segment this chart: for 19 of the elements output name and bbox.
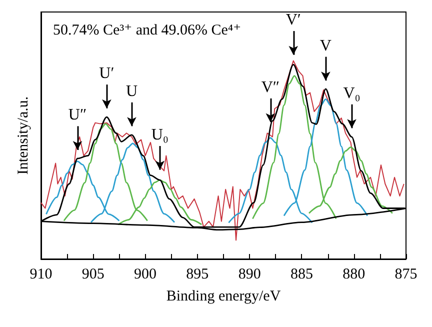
annotation: U₀ [151, 126, 168, 144]
x-tick-label: 880 [342, 266, 366, 282]
annotation: U [126, 82, 138, 100]
x-tick-label: 910 [30, 266, 52, 282]
x-tick-label: 895 [186, 266, 209, 282]
x-tick-label: 900 [134, 266, 157, 282]
x-axis-title: Binding energy/eV [166, 288, 281, 304]
annotation: U″ [68, 106, 87, 124]
y-axis-title: Intensity/a.u. [16, 96, 32, 175]
annotation: V″ [261, 78, 280, 96]
annotation: V [320, 37, 332, 54]
x-tick-label: 890 [238, 266, 261, 282]
x-tick-label: 885 [290, 266, 313, 282]
chart-title: 50.74% Ce³⁺ and 49.06% Ce⁴⁺ [53, 22, 242, 38]
annotation: V′ [286, 12, 301, 29]
x-tick-label: 905 [82, 266, 104, 282]
x-tick-label: 875 [394, 266, 418, 282]
annotation: V₀ [343, 84, 360, 102]
annotation: U′ [99, 65, 114, 82]
